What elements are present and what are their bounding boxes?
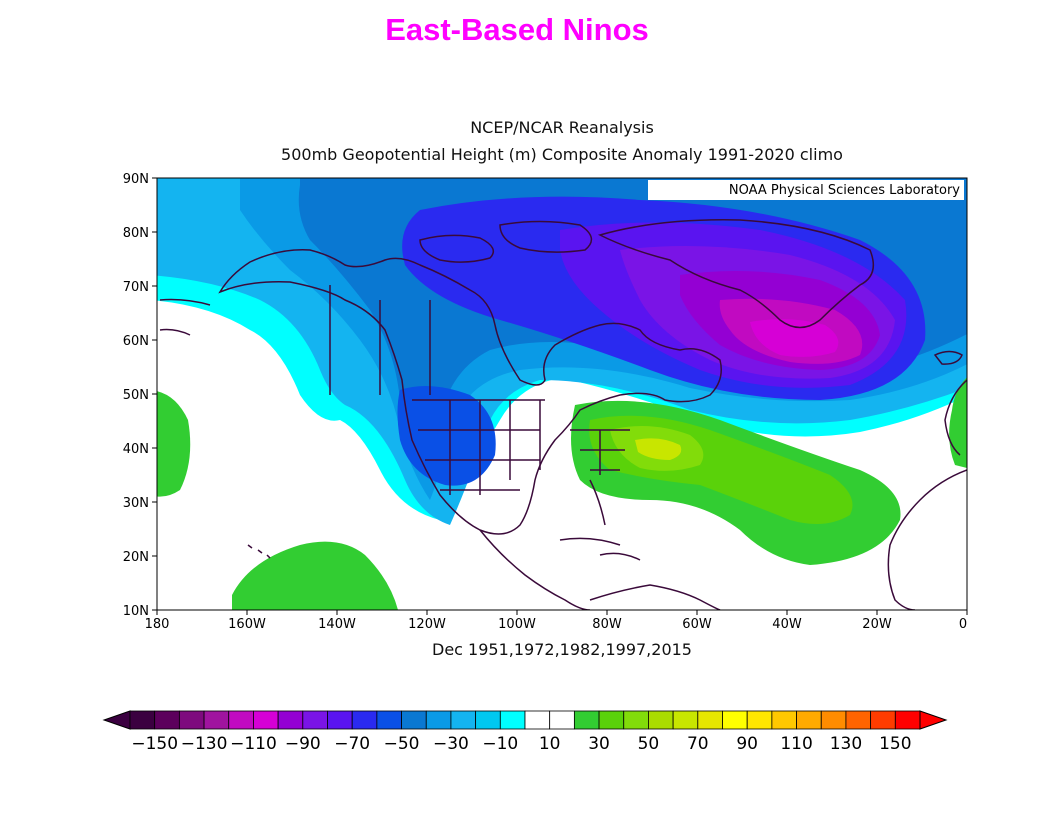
colorbar-label: 50 — [638, 734, 660, 754]
coastlines — [159, 219, 967, 610]
lon-label-80w: 80W — [592, 617, 622, 632]
colorbar-swatch — [129, 710, 156, 730]
lon-label-40w: 40W — [772, 617, 802, 632]
colorbar-swatch — [253, 710, 279, 730]
colorbar-swatch — [820, 710, 847, 730]
colorbar-swatch — [894, 710, 921, 730]
colorbar-swatch — [154, 710, 180, 730]
lat-label-70n: 70N — [123, 280, 149, 295]
colorbar-swatch — [648, 710, 674, 730]
credit-label: NOAA Physical Sciences Laboratory — [729, 183, 960, 198]
lon-axis: 180 160W 140W 120W 100W 80W 60W 40W 20W … — [145, 610, 968, 632]
colorbar-swatch — [425, 710, 452, 730]
lat-label-20n: 20N — [123, 550, 149, 565]
colorbar-swatch — [228, 710, 254, 730]
lon-label-0: 0 — [959, 617, 967, 632]
colorbar-label: −30 — [433, 734, 469, 754]
greenland-low-core — [750, 319, 839, 357]
colorbar-label: 150 — [879, 734, 911, 754]
colorbar-label: 130 — [830, 734, 862, 754]
colorbar-swatch — [351, 710, 378, 730]
colorbar-swatch — [623, 710, 649, 730]
colorbar-swatch — [524, 710, 551, 730]
lon-label-120w: 120W — [408, 617, 446, 632]
colorbar-label: −50 — [384, 734, 420, 754]
lat-label-40n: 40N — [123, 442, 149, 457]
colorbar-swatch — [870, 710, 896, 730]
lon-label-160w: 160W — [228, 617, 266, 632]
colorbar-swatch — [203, 710, 230, 730]
page-title: East-Based Ninos — [385, 12, 649, 47]
lon-label-180: 180 — [145, 617, 170, 632]
colorbar-swatch — [302, 710, 328, 730]
lon-label-140w: 140W — [318, 617, 356, 632]
lon-label-60w: 60W — [682, 617, 712, 632]
colorbar-swatch — [475, 710, 501, 730]
colorbar-swatch — [672, 710, 699, 730]
colorbar-label: −10 — [482, 734, 518, 754]
lat-label-60n: 60N — [123, 334, 149, 349]
colorbar: −150 −130 −110 −90 −70 −50 −30 −10 10 30 50 70 90 110… — [102, 710, 948, 754]
lat-axis: 90N 80N 70N 60N 50N 40N 30N 20N 10N — [123, 172, 157, 619]
colorbar-label: −110 — [230, 734, 277, 754]
colorbar-swatch — [499, 710, 526, 730]
colorbar-max-arrow — [919, 710, 948, 730]
colorbar-min-arrow — [102, 710, 131, 730]
lat-label-80n: 80N — [123, 226, 149, 241]
colorbar-label: −70 — [334, 734, 370, 754]
colorbar-swatch — [178, 710, 205, 730]
pacific-positive — [232, 541, 398, 610]
colorbar-label: 70 — [687, 734, 709, 754]
colorbar-swatch — [746, 710, 773, 730]
composite-years-label: Dec 1951,1972,1982,1997,2015 — [432, 640, 692, 659]
colorbar-swatch — [771, 710, 797, 730]
colorbar-label: 90 — [736, 734, 758, 754]
colorbar-swatch — [722, 710, 748, 730]
colorbar-label: −90 — [285, 734, 321, 754]
colorbar-swatch — [598, 710, 625, 730]
colorbar-swatch — [277, 710, 304, 730]
lat-label-90n: 90N — [123, 172, 149, 187]
colorbar-swatch — [327, 710, 353, 730]
colorbar-swatch — [796, 710, 822, 730]
colorbar-label: −130 — [181, 734, 228, 754]
colorbar-swatch — [573, 710, 600, 730]
colorbar-label: −150 — [131, 734, 178, 754]
dateline-positive — [157, 391, 191, 497]
colorbar-label: 30 — [588, 734, 610, 754]
map-variable-title: 500mb Geopotential Height (m) Composite … — [281, 145, 843, 164]
lon-label-100w: 100W — [498, 617, 536, 632]
colorbar-swatch — [549, 710, 575, 730]
colorbar-swatch — [450, 710, 477, 730]
lon-label-20w: 20W — [862, 617, 892, 632]
lat-label-30n: 30N — [123, 496, 149, 511]
lat-label-10n: 10N — [123, 604, 149, 619]
colorbar-label: 110 — [780, 734, 812, 754]
colorbar-label: 10 — [539, 734, 561, 754]
europe-positive — [949, 377, 967, 468]
anomaly-fields — [157, 178, 967, 610]
colorbar-swatch — [376, 710, 402, 730]
map-source-title: NCEP/NCAR Reanalysis — [470, 118, 654, 137]
lat-label-50n: 50N — [123, 388, 149, 403]
colorbar-swatch — [697, 710, 723, 730]
credit-box — [648, 180, 964, 200]
colorbar-swatch — [401, 710, 427, 730]
east-us-positive-core — [635, 438, 682, 460]
colorbar-swatch — [845, 710, 872, 730]
